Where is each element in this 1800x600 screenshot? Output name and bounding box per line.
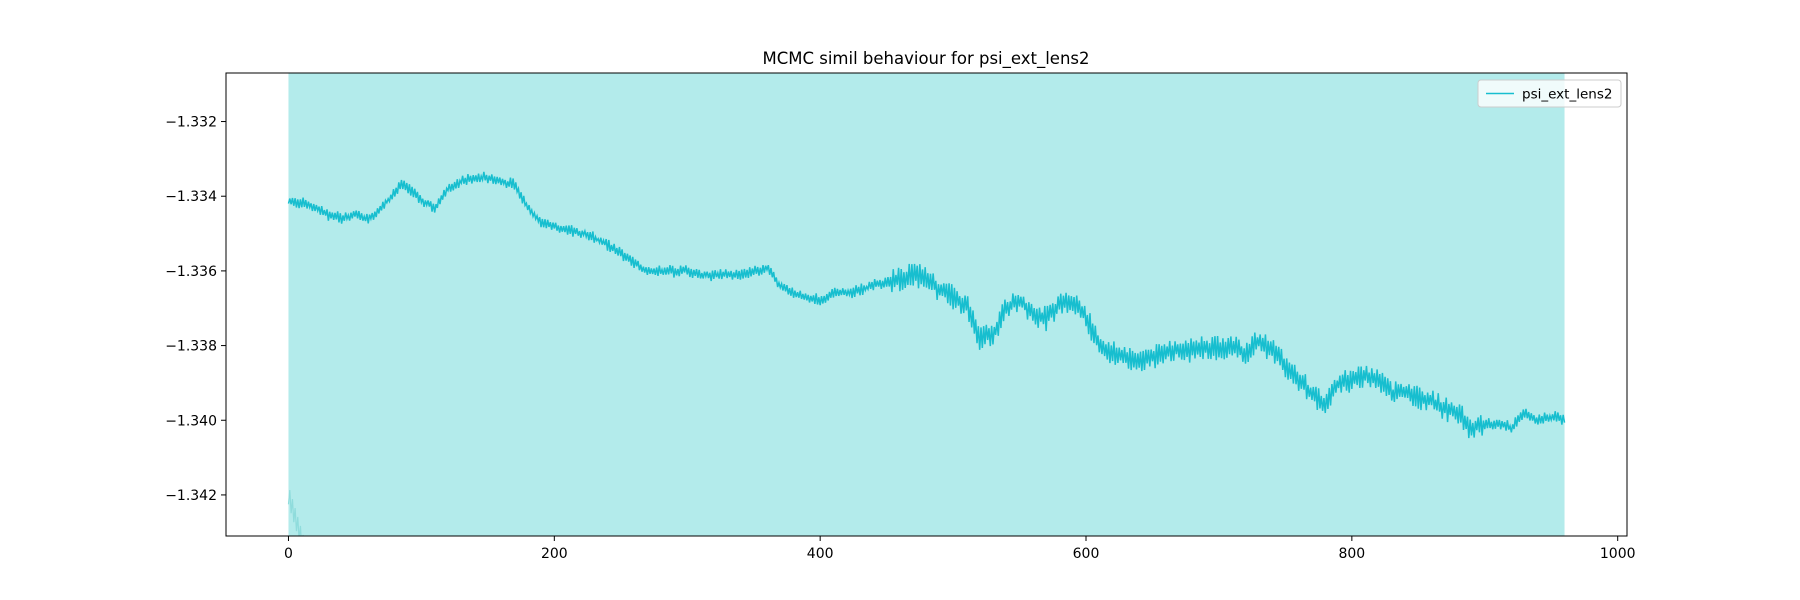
axes: 0 200 400 600 800 1000 −1.342 −1.340 −1.338 −1.33… — [165, 72, 1636, 562]
legend-box — [1477, 79, 1622, 108]
y-tick-label: −1.342 — [165, 488, 217, 504]
y-tick-label: −1.332 — [165, 115, 217, 131]
y-tick-label: −1.340 — [165, 413, 217, 429]
axes-frame — [225, 72, 1628, 537]
y-tick-label: −1.334 — [165, 189, 217, 205]
plot-area — [287, 73, 1566, 536]
x-tick-label: 0 — [284, 546, 293, 562]
chart-title: MCMC simil behaviour for psi_ext_lens2 — [762, 49, 1089, 69]
y-tick-label: −1.338 — [165, 339, 217, 355]
x-tick-label: 400 — [807, 546, 834, 562]
band-lower-edge — [287, 490, 304, 536]
legend: psi_ext_lens2 — [1477, 79, 1622, 108]
x-tick-label: 1000 — [1600, 546, 1636, 562]
x-tick-label: 600 — [1073, 546, 1100, 562]
x-tick-label: 800 — [1338, 546, 1365, 562]
x-tick-label: 200 — [541, 546, 568, 562]
series-line-psi-ext-lens2 — [287, 171, 1566, 439]
shaded-band — [288, 73, 1565, 536]
legend-label-psi-ext-lens2: psi_ext_lens2 — [1522, 87, 1612, 103]
y-tick-label: −1.336 — [165, 264, 217, 280]
